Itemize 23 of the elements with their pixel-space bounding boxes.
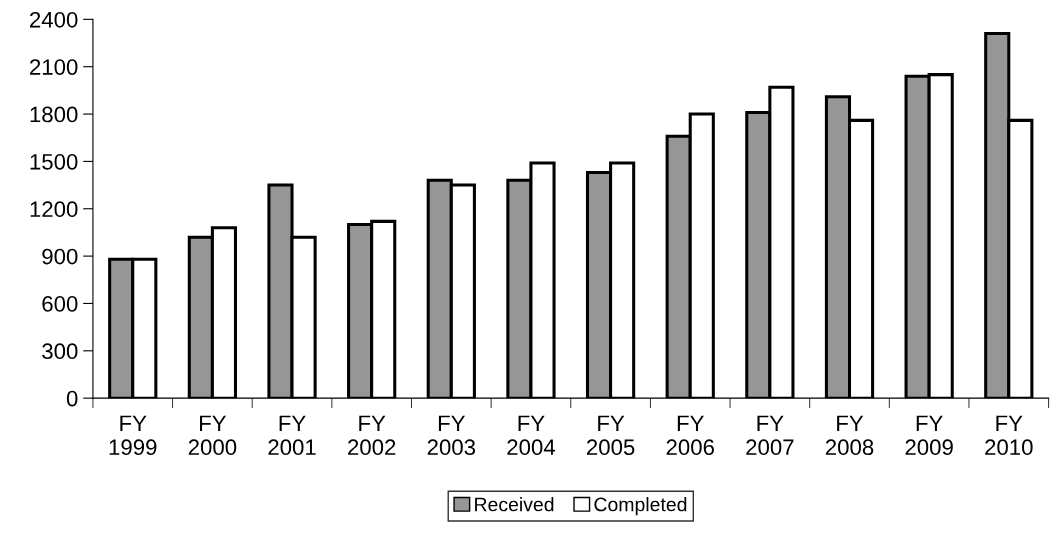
x-tick-label: FY 2003 <box>427 415 476 456</box>
y-tick-label: 300 <box>42 343 78 360</box>
x-tick-label: FY 2006 <box>666 415 714 456</box>
x-tick-label: FY 2007 <box>746 415 794 456</box>
legend-label: Received <box>475 497 554 512</box>
x-tick-label: FY 2009 <box>905 415 953 456</box>
legend-label: Completed <box>594 497 687 516</box>
x-tick-label: FY 2004 <box>507 415 556 456</box>
y-tick-label: 2400 <box>30 11 78 28</box>
x-tick-label: FY 2001 <box>268 415 316 456</box>
y-tick-label: 1200 <box>30 201 78 218</box>
x-tick-label: FY 1999 <box>109 415 157 456</box>
y-tick-label: 2100 <box>30 59 78 75</box>
y-tick-label: 1500 <box>30 153 78 170</box>
x-tick-label: FY 2000 <box>188 415 237 456</box>
y-tick-label: 900 <box>42 248 78 265</box>
x-tick-label: FY 2010 <box>985 415 1033 456</box>
y-tick-label: 600 <box>42 295 78 312</box>
x-tick-label: FY 2005 <box>586 415 635 456</box>
x-tick-label: FY 2008 <box>825 415 874 456</box>
x-tick-label: FY 2002 <box>348 415 396 456</box>
y-tick-label: 0 <box>66 390 78 407</box>
y-tick-label: 1800 <box>30 106 78 123</box>
